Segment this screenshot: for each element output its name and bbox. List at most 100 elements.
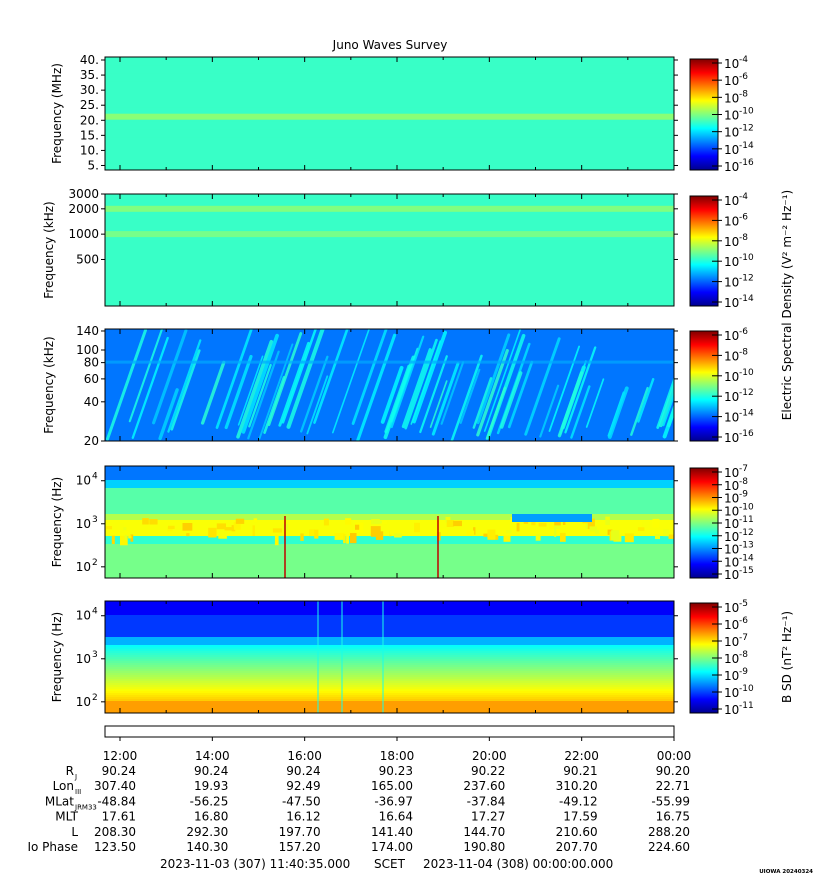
spectrogram-row: [105, 673, 674, 676]
spectrogram-row: [105, 226, 674, 229]
emission-patch: [355, 524, 360, 530]
spectrogram-row: [105, 79, 674, 82]
ephemeris-value: 17.59: [563, 810, 597, 824]
ephemeris-value: 237.60: [463, 779, 505, 793]
spectrogram-row: [105, 512, 674, 515]
radio-burst: [548, 345, 580, 432]
radio-burst: [106, 329, 147, 441]
spectrogram-row: [105, 508, 674, 511]
footer-scet-label: SCET: [374, 857, 406, 871]
spectrogram-row: [105, 554, 674, 557]
spectrogram-row: [105, 615, 674, 618]
y-tick-exponent: 4: [92, 472, 98, 482]
colorbar-tick-exponent: -8: [739, 650, 748, 660]
emission-patch: [235, 518, 245, 524]
ephemeris-value: 307.40: [94, 779, 136, 793]
spectrogram-row: [105, 492, 674, 495]
spectrogram-row: [105, 629, 674, 632]
spectrogram-row: [105, 373, 674, 376]
colorbar-tick-exponent: -10: [739, 502, 754, 512]
colorbar-scale: [689, 330, 719, 442]
colorbar-tick-exponent: -14: [739, 553, 754, 563]
panel-frame: [104, 56, 675, 171]
radio-burst: [476, 333, 511, 425]
spectrogram-row: [105, 284, 674, 287]
ephemeris-row-label: MLT: [55, 810, 78, 824]
emission-patch: [309, 529, 315, 537]
ephemeris-value: 292.30: [186, 825, 228, 839]
emission-patch: [111, 535, 115, 544]
radio-burst: [200, 360, 226, 425]
spectrogram-row: [105, 647, 674, 650]
ephemeris-row-label: MLat: [45, 794, 74, 808]
y-tick-label: 15.: [80, 128, 99, 142]
ephemeris-value: 19.93: [194, 779, 228, 793]
spectrogram-row: [105, 476, 674, 479]
emission-patch: [208, 527, 217, 538]
ephemeris-value: 16.75: [656, 810, 690, 824]
spectrogram-row: [105, 278, 674, 281]
ephemeris-value: -48.84: [97, 794, 136, 808]
spectrogram-row: [105, 526, 674, 529]
colorbar-tick-exponent: -10: [739, 253, 754, 263]
spectrogram-row: [105, 625, 674, 628]
colorbar-tick-exponent: -8: [739, 233, 748, 243]
spectrogram-row: [105, 707, 674, 710]
spectrogram-row: [105, 488, 674, 491]
radio-burst: [429, 380, 448, 428]
colorbar-tick-label: 10: [724, 194, 739, 208]
emission-patch: [503, 535, 511, 542]
emission-patch: [130, 534, 134, 542]
spectrogram-row: [105, 260, 674, 263]
spectrogram-row: [105, 607, 674, 610]
spectrogram-row: [105, 89, 674, 92]
emission-patch: [445, 516, 451, 523]
emission-patch: [323, 518, 329, 526]
spectrogram-row: [105, 218, 674, 221]
spectrogram-row: [105, 141, 674, 145]
ephemeris-value: 208.30: [94, 825, 136, 839]
spectrogram-row: [105, 671, 674, 674]
spectrogram-row: [105, 611, 674, 614]
spectrogram-row: [105, 252, 674, 255]
spectrogram-row: [105, 683, 674, 686]
spectrogram-row: [105, 651, 674, 654]
spectrogram-row: [105, 431, 674, 434]
ephemeris-value: -36.97: [374, 794, 413, 808]
spectrogram-row: [105, 433, 674, 436]
radio-burst: [267, 332, 303, 427]
spectrogram-row: [105, 381, 674, 384]
colorbar-tick-label: 10: [724, 255, 739, 269]
spectrogram-row: [105, 609, 674, 612]
colorbar-tick-label: 10: [724, 109, 739, 123]
emission-patch: [370, 526, 381, 537]
ephemeris-value: 288.20: [648, 825, 690, 839]
colorbar-tick-exponent: -11: [739, 701, 754, 711]
spectrogram-row: [105, 248, 674, 251]
colorbar-tick-label: 10: [724, 601, 739, 615]
spectrogram-row: [105, 518, 674, 521]
spectrogram-row: [105, 437, 674, 440]
spectrogram-row: [105, 268, 674, 271]
spectrogram-row: [105, 246, 674, 249]
emission-patch: [218, 530, 227, 539]
emission-patch: [473, 527, 476, 535]
spectrogram-row: [105, 111, 674, 115]
radio-burst: [384, 364, 411, 434]
emission-patch: [334, 533, 345, 540]
spectrogram-row: [105, 691, 674, 694]
y-axis-label: Frequency (kHz): [42, 201, 56, 298]
emission-band: [105, 205, 674, 212]
radio-burst: [404, 338, 438, 430]
spectrogram-row: [105, 339, 674, 342]
spectrogram-row: [105, 631, 674, 634]
spectrogram-row: [105, 93, 674, 96]
spectrogram-row: [105, 204, 674, 207]
emission-patch: [224, 527, 234, 531]
ephemeris-value: -55.99: [651, 794, 690, 808]
ephemeris-value: 90.21: [563, 764, 597, 778]
spectrogram-row: [105, 250, 674, 253]
spectrogram-row: [105, 693, 674, 696]
